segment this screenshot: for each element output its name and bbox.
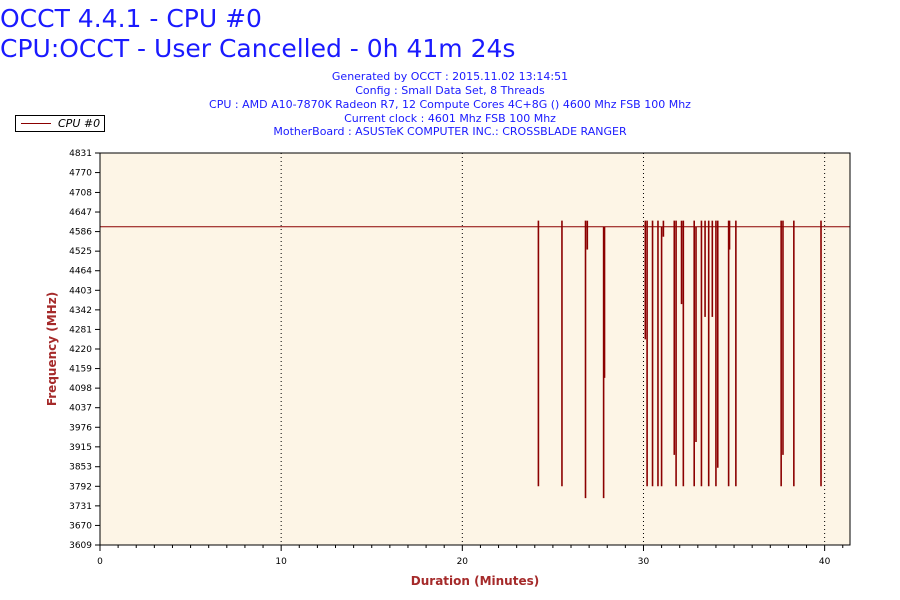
- x-tick-label: 0: [97, 557, 103, 567]
- y-tick-label: 4831: [69, 149, 92, 159]
- plot-area: [100, 153, 850, 545]
- y-tick-label: 4342: [69, 306, 92, 316]
- y-tick-label: 3731: [69, 502, 92, 512]
- y-tick-label: 3670: [69, 521, 92, 531]
- info-current-clock: Current clock : 4601 Mhz FSB 100 Mhz: [344, 112, 556, 125]
- y-tick-label: 4281: [69, 325, 92, 335]
- y-tick-label: 4586: [69, 228, 92, 238]
- y-tick-label: 3853: [69, 463, 92, 473]
- x-tick-label: 30: [638, 557, 650, 567]
- legend-label: CPU #0: [58, 117, 101, 130]
- y-tick-label: 3792: [69, 482, 92, 492]
- y-tick-label: 4647: [69, 208, 92, 218]
- y-tick-label: 4770: [69, 169, 92, 179]
- chart-title: OCCT 4.4.1 - CPU #0: [0, 4, 262, 33]
- y-tick-label: 4037: [69, 404, 92, 414]
- y-tick-label: 4464: [69, 267, 92, 277]
- y-tick-label: 4708: [69, 188, 92, 198]
- x-tick-label: 10: [275, 557, 287, 567]
- info-generated: Generated by OCCT : 2015.11.02 13:14:51: [331, 70, 569, 83]
- x-tick-label: 20: [457, 557, 469, 567]
- y-tick-label: 3609: [69, 541, 92, 551]
- grid: [280, 153, 826, 545]
- legend: CPU #0: [15, 115, 105, 132]
- y-tick-label: 4098: [69, 384, 92, 394]
- info-cpu: CPU : AMD A10-7870K Radeon R7, 12 Comput…: [209, 98, 691, 111]
- info-motherboard: MotherBoard : ASUSTeK COMPUTER INC.: CRO…: [273, 125, 627, 138]
- series-marks: [100, 220, 850, 499]
- legend-swatch: [21, 123, 51, 124]
- y-tick-label: 4403: [69, 286, 92, 296]
- axes: 3609 3670 3731 3792 3853 3915 3976 4037 4098 4159…: [69, 149, 851, 567]
- y-tick-label: 4525: [69, 247, 92, 257]
- chart-subtitle: CPU:OCCT - User Cancelled - 0h 41m 24s: [0, 34, 516, 63]
- y-tick-label: 4159: [69, 365, 92, 375]
- y-axis-title: Frequency (MHz): [45, 292, 59, 406]
- info-config: Config : Small Data Set, 8 Threads: [355, 84, 545, 97]
- y-tick-label: 4220: [69, 345, 92, 355]
- y-tick-label: 3915: [69, 443, 92, 453]
- x-axis-title: Duration (Minutes): [411, 574, 539, 588]
- y-tick-label: 3976: [69, 423, 92, 433]
- x-tick-label: 40: [819, 557, 831, 567]
